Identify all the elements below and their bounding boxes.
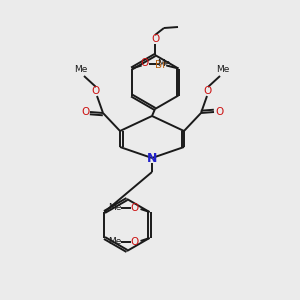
Text: O: O	[215, 107, 223, 117]
Text: O: O	[140, 58, 149, 68]
Text: Br: Br	[154, 61, 166, 70]
Text: O: O	[151, 34, 159, 44]
Text: Me: Me	[157, 59, 170, 68]
Text: Me: Me	[74, 65, 88, 74]
Text: Me: Me	[108, 203, 121, 212]
Text: O: O	[204, 86, 212, 96]
Text: Me: Me	[108, 238, 121, 247]
Text: Me: Me	[216, 65, 230, 74]
Text: O: O	[130, 203, 139, 213]
Text: O: O	[130, 237, 139, 247]
Text: O: O	[81, 107, 89, 117]
Text: N: N	[147, 152, 157, 164]
Text: O: O	[92, 86, 100, 96]
